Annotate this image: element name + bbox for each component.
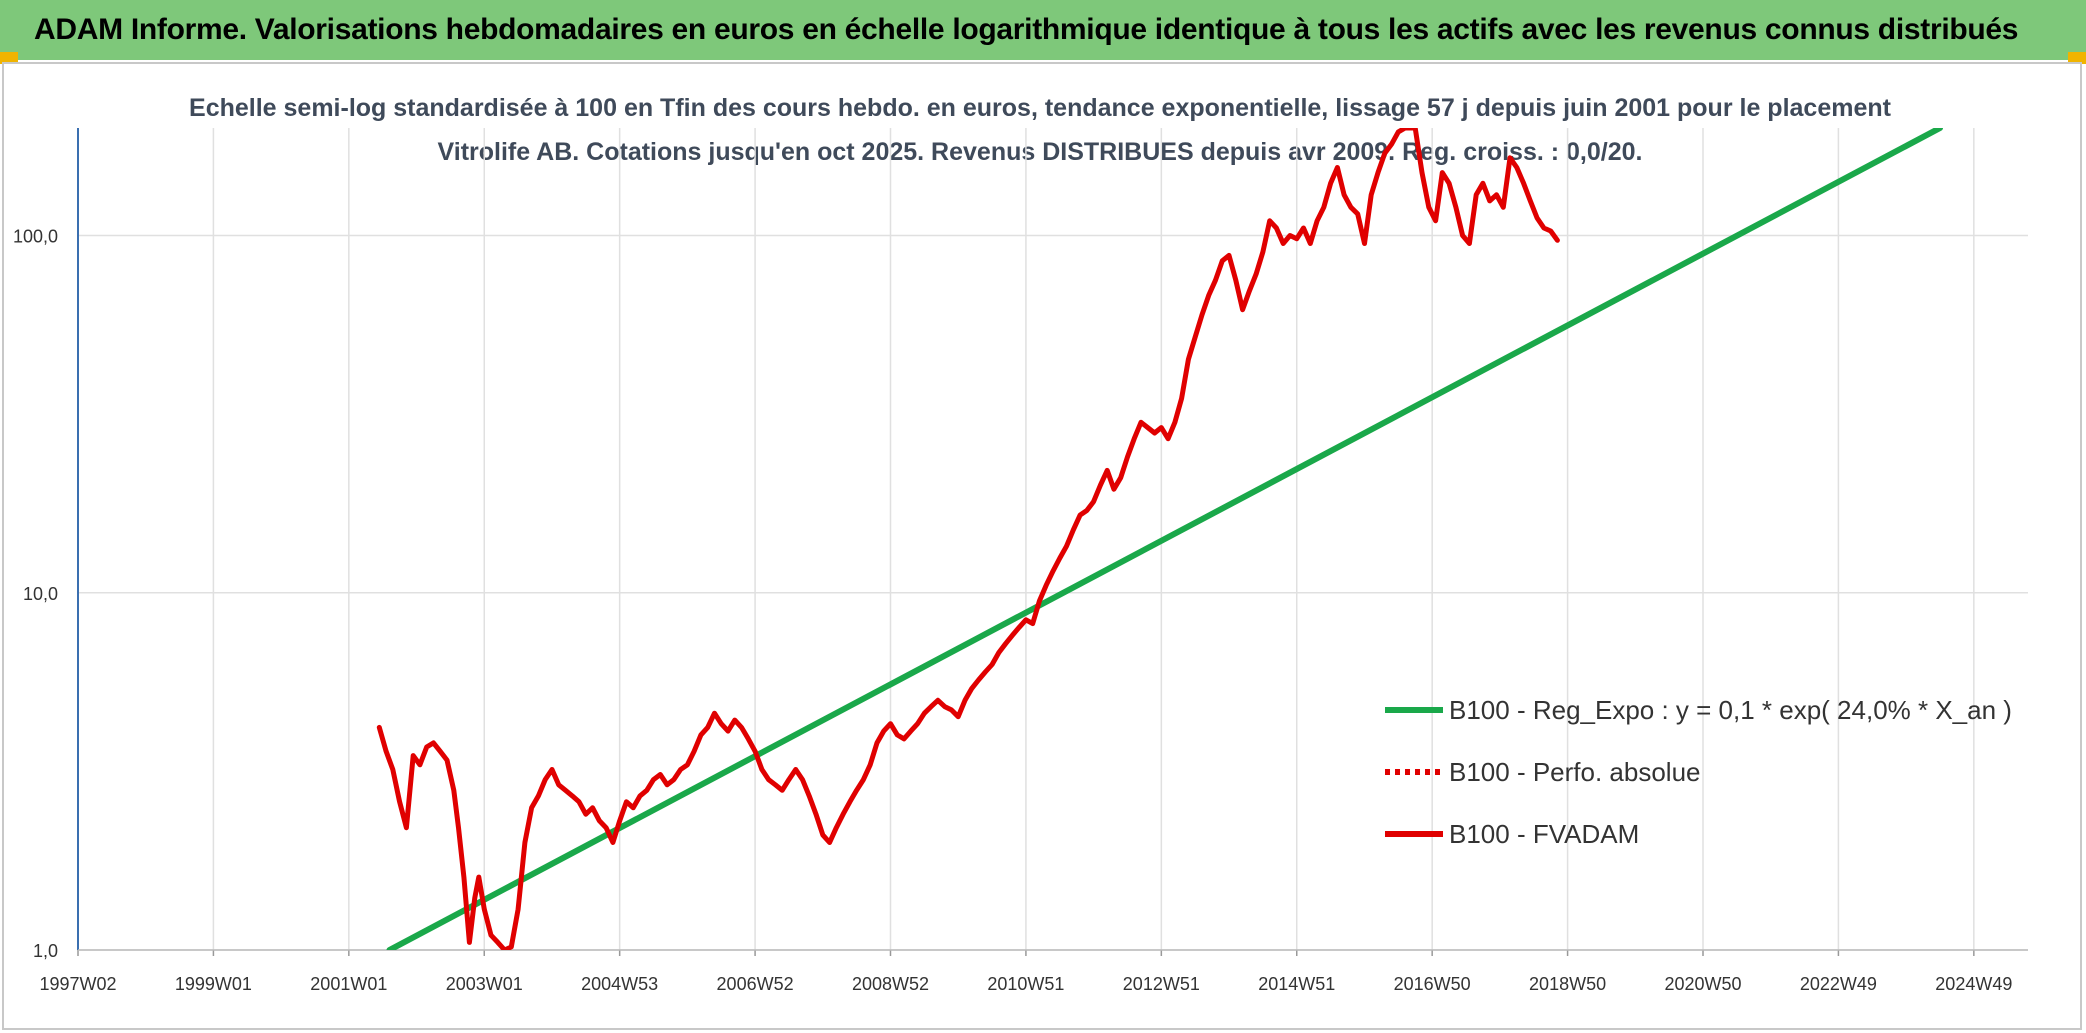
- fvadam-line: [376, 128, 1560, 950]
- x-tick-label: 2022W49: [1800, 974, 1877, 994]
- axes: 1997W02 1999W01 2001W01 2003W01 2004W53 2006W…: [13, 128, 2028, 994]
- y-tick-label: 10,0: [23, 584, 58, 604]
- x-tick-label: 2014W51: [1258, 974, 1335, 994]
- x-tick-label: 1997W02: [39, 974, 116, 994]
- y-tick-label: 1,0: [33, 941, 58, 961]
- x-tick-label: 1999W01: [175, 974, 252, 994]
- legend: B100 - Reg_Expo : y = 0,1 * exp( 24,0% *…: [1385, 695, 2012, 849]
- x-tick-label: 2006W52: [717, 974, 794, 994]
- x-tick-label: 2008W52: [852, 974, 929, 994]
- legend-label: B100 - FVADAM: [1449, 819, 1639, 849]
- chart-frame: [2, 62, 2082, 1030]
- legend-label: B100 - Reg_Expo : y = 0,1 * exp( 24,0% *…: [1449, 695, 2012, 725]
- grid: [77, 128, 2028, 951]
- x-tick-label: 2004W53: [581, 974, 658, 994]
- chart-title: Echelle semi-log standardisée à 100 en T…: [189, 94, 1891, 166]
- y-tick-label: 100,0: [13, 227, 58, 247]
- report-title: ADAM Informe. Valorisations hebdomadaire…: [34, 13, 2019, 46]
- x-tick-label: 2010W51: [987, 974, 1064, 994]
- x-tick-label: 2024W49: [1935, 974, 2012, 994]
- corner-mark-left: [0, 52, 18, 64]
- x-tick-label: 2018W50: [1529, 974, 1606, 994]
- x-tick-label: 2003W01: [446, 974, 523, 994]
- x-tick-label: 2016W50: [1394, 974, 1471, 994]
- report-banner: ADAM Informe. Valorisations hebdomadaire…: [0, 0, 2086, 60]
- trend-line: [386, 128, 1943, 950]
- series: [376, 128, 1943, 950]
- legend-label: B100 - Perfo. absolue: [1449, 757, 1701, 787]
- x-tick-label: 2012W51: [1123, 974, 1200, 994]
- corner-mark-right: [2068, 52, 2086, 64]
- x-tick-label: 2001W01: [310, 974, 387, 994]
- x-tick-label: 2020W50: [1664, 974, 1741, 994]
